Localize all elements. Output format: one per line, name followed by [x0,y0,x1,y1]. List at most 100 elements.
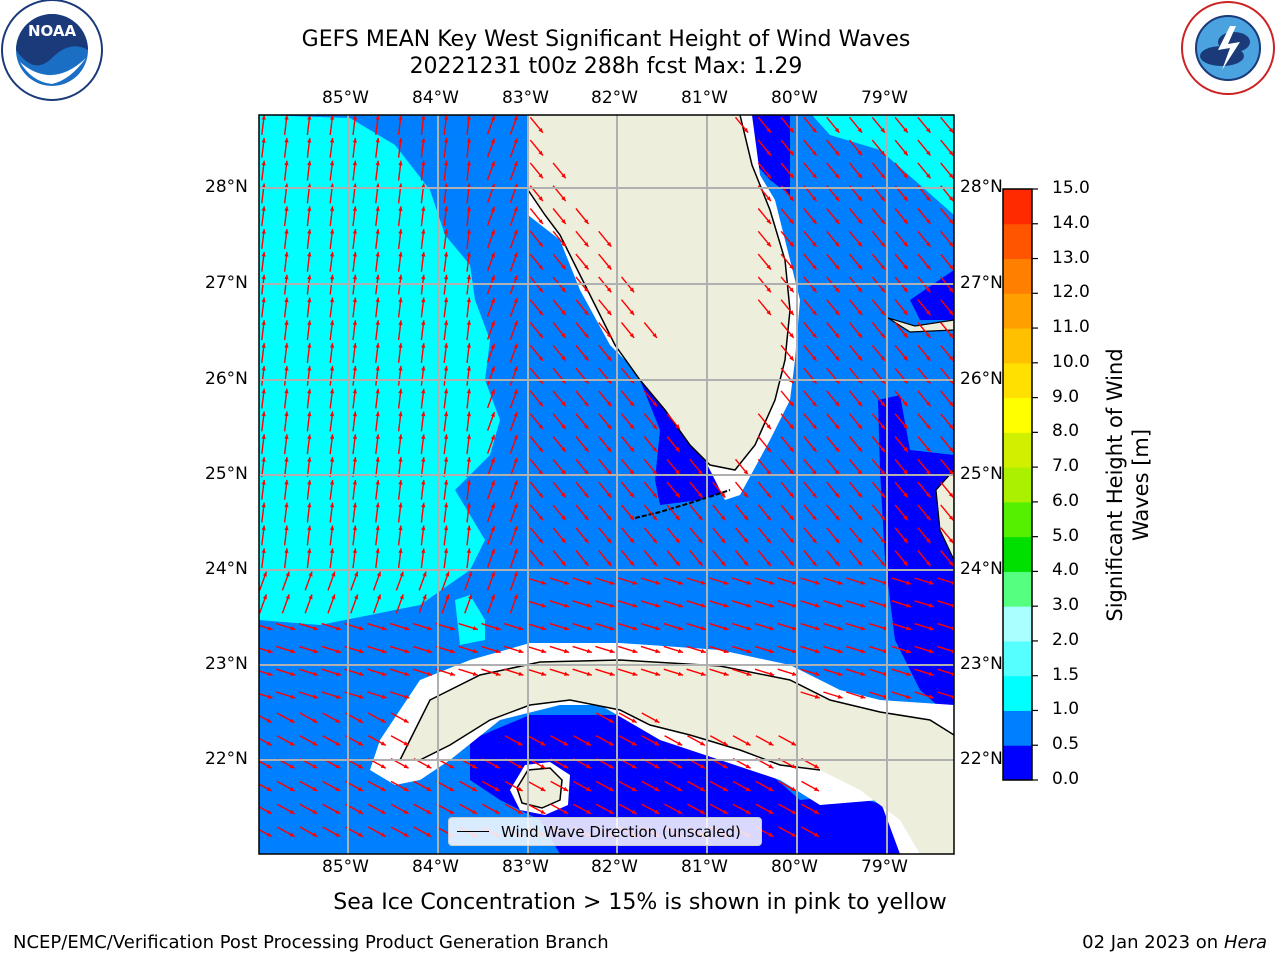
coastline-cuba-south [400,699,821,771]
lon-label-top-80: 80°W [771,88,818,108]
wind-arrow-head [375,115,380,120]
wind-arrow-head [857,241,863,247]
wind-arrow-head [792,603,797,608]
wind-arrow-head [466,251,471,257]
wind-arrow-head [948,196,954,202]
wind-arrow-head [766,515,771,521]
wind-arrow-head [398,479,403,485]
wind-arrow-head [266,832,272,837]
wind-arrow-head [307,115,312,120]
wind-arrow-head [261,411,266,417]
lat-label-right-24: 24°N [960,559,1003,579]
wind-arrow-head [443,479,449,485]
wind-arrow-head [700,764,705,769]
wind-arrow-head [466,388,471,394]
wind-arrow-head [490,366,495,372]
wind-arrow-head [586,741,591,746]
wind-arrow-head [352,206,357,211]
wind-arrow-head [700,648,706,654]
wind-arrow-head [789,355,794,361]
wind-arrow-head [903,538,908,544]
wind-arrow-head [445,594,450,600]
wind-arrow-head [335,764,341,769]
wind-arrow-head [837,694,843,699]
wind-arrow-head [561,310,566,316]
wave-height-region-00-05-bahamas [878,395,954,720]
wind-arrow-head [926,401,931,407]
wind-arrow-head [766,150,771,156]
wind-arrow-head [404,626,410,631]
wind-arrow-head [421,274,426,280]
wind-arrow-head [608,764,614,769]
wind-arrow-head [629,469,635,475]
wind-arrow-head [698,561,703,566]
wind-arrow-head [449,809,455,814]
wind-arrow-head [928,671,934,676]
wind-arrow-head [606,561,612,566]
wind-arrow-head [926,241,931,247]
wind-arrow-head [880,150,885,156]
wind-arrow-head [307,548,312,553]
wind-arrow-head [352,297,357,303]
wave-height-region-10-15-patch [455,595,485,645]
wind-arrow-head [517,764,523,769]
wind-arrow-head [606,424,612,430]
wind-arrow-head [789,424,794,430]
wind-arrow-head [857,492,863,498]
wind-arrow-head [329,434,335,439]
wind-arrow-head [906,694,911,699]
wind-arrow-head [631,809,637,814]
wind-arrow-head [466,115,471,120]
wind-arrow-head [540,741,546,746]
wind-arrow-head [427,671,433,676]
wind-arrow-head [443,229,449,234]
wind-arrow-head [606,310,612,316]
wind-arrow-head [375,137,380,143]
wind-arrow-head [834,150,840,156]
wind-arrow-head [564,626,569,631]
wind-arrow-head [308,594,313,600]
wind-arrow-head [675,561,680,566]
wind-arrow-head [766,561,771,566]
wind-arrow-head [352,251,357,257]
wind-arrow-head [313,648,319,654]
wind-arrow-head [880,287,885,293]
wind-arrow-head [421,229,426,234]
wind-arrow-head [834,515,840,521]
wind-arrow-head [766,310,771,316]
wind-arrow-head [584,241,589,247]
wind-arrow-head [513,457,518,463]
wind-arrow-head [466,297,471,303]
wind-arrow-head [513,548,518,554]
wind-arrow-head [261,479,266,485]
wind-arrow-head [443,251,449,257]
wind-arrow-head [948,515,954,521]
colorbar-tick-label: 0.0 [1052,769,1080,789]
wind-arrow-head [860,648,866,654]
svg-text:Significant Height of Wind: Significant Height of Wind [1103,348,1127,621]
wind-arrow-head [606,515,612,521]
wind-arrow-head [427,626,433,631]
wind-arrow-head [398,274,403,280]
wind-arrow-head [880,538,885,544]
wind-arrow-head [352,320,357,325]
wind-arrow-head [513,229,518,235]
wind-arrow-head [675,447,680,452]
wind-arrow-head [814,626,820,631]
wind-arrow-head [517,809,523,814]
wind-arrow-head [608,718,614,723]
wind-arrow-head [284,502,289,508]
wind-arrow-head [513,320,518,326]
wind-arrow-head [632,626,638,631]
map-plot-area [259,115,954,854]
wind-arrow-head [857,264,863,270]
wind-arrow-head [561,219,566,224]
wind-arrow-head [948,538,954,544]
colorbar-tick-label: 2.0 [1052,629,1080,650]
wind-arrow-head [720,492,726,498]
wind-arrow-head [443,297,449,303]
wind-arrow-head [563,764,569,769]
wind-arrow-head [403,718,409,723]
wind-arrow-head [586,764,591,769]
wind-arrow-head [766,264,771,270]
